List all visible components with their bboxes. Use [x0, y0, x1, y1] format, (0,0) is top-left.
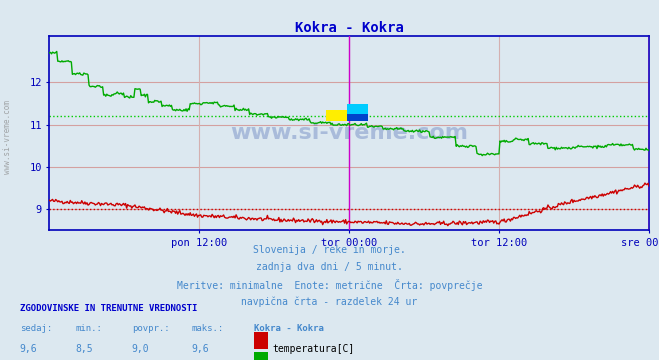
Text: Slovenija / reke in morje.: Slovenija / reke in morje.	[253, 245, 406, 255]
Text: 9,6: 9,6	[191, 344, 209, 354]
Text: 9,6: 9,6	[20, 344, 38, 354]
Text: navpična črta - razdelek 24 ur: navpična črta - razdelek 24 ur	[241, 297, 418, 307]
Text: povpr.:: povpr.:	[132, 324, 169, 333]
Bar	[347, 104, 368, 114]
Text: sedaj:: sedaj:	[20, 324, 52, 333]
Title: Kokra - Kokra: Kokra - Kokra	[295, 21, 404, 35]
Text: min.:: min.:	[76, 324, 103, 333]
Bar	[326, 111, 347, 121]
Text: 9,0: 9,0	[132, 344, 150, 354]
Text: www.si-vreme.com: www.si-vreme.com	[3, 100, 13, 174]
Text: 8,5: 8,5	[76, 344, 94, 354]
Text: Kokra - Kokra: Kokra - Kokra	[254, 324, 324, 333]
Text: www.si-vreme.com: www.si-vreme.com	[230, 123, 469, 143]
Text: temperatura[C]: temperatura[C]	[272, 344, 355, 354]
Text: Meritve: minimalne  Enote: metrične  Črta: povprečje: Meritve: minimalne Enote: metrične Črta:…	[177, 279, 482, 291]
Text: ZGODOVINSKE IN TRENUTNE VREDNOSTI: ZGODOVINSKE IN TRENUTNE VREDNOSTI	[20, 304, 197, 313]
Text: zadnja dva dni / 5 minut.: zadnja dva dni / 5 minut.	[256, 262, 403, 272]
Bar	[347, 114, 368, 121]
Text: maks.:: maks.:	[191, 324, 223, 333]
